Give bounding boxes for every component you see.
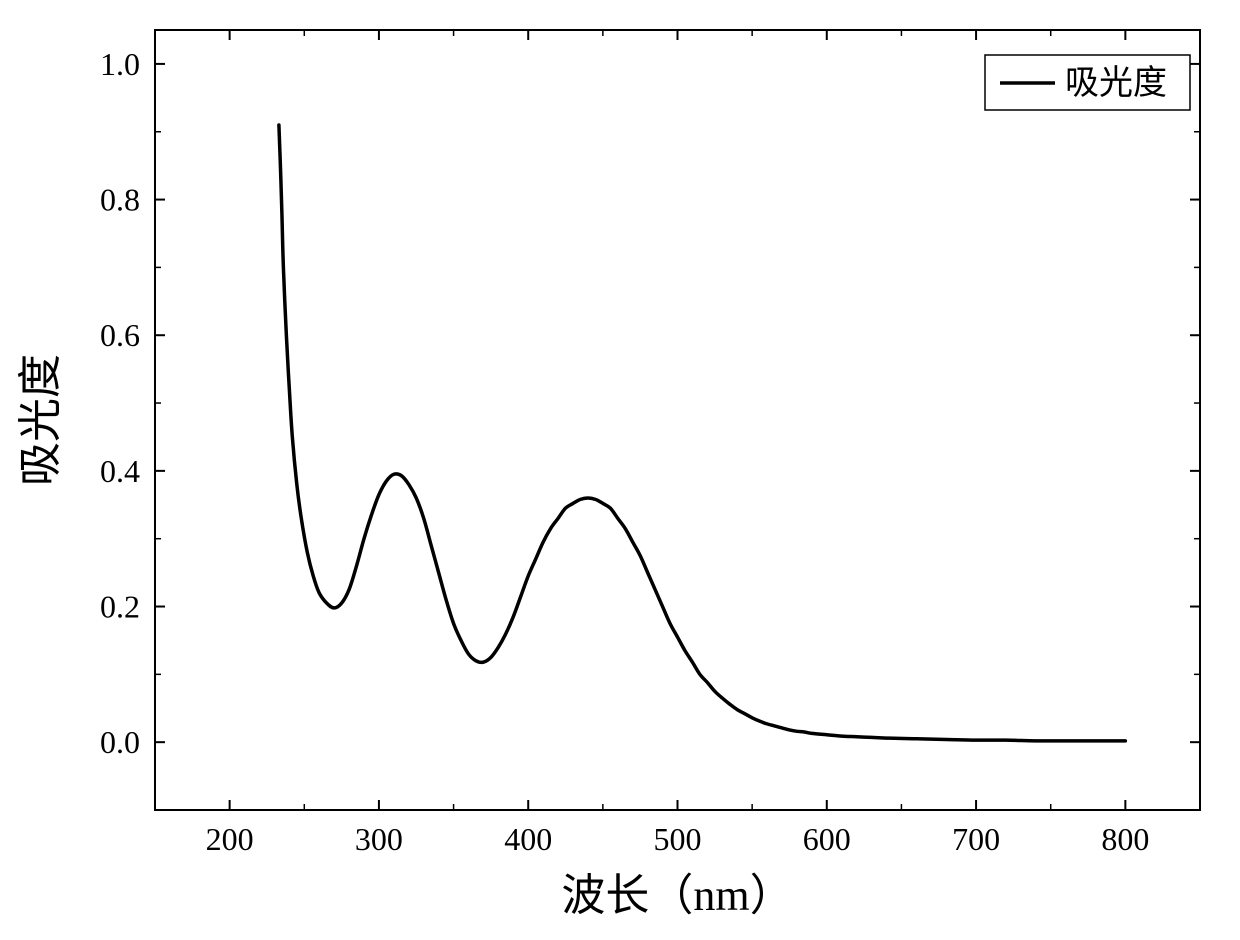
x-tick-label: 200 [206,821,254,857]
plot-border [155,30,1200,810]
y-tick-label: 0.2 [100,589,140,625]
legend-label: 吸光度 [1065,64,1167,102]
x-tick-label: 500 [654,821,702,857]
x-tick-label: 600 [803,821,851,857]
y-tick-label: 0.6 [100,317,140,353]
series-line-0 [279,125,1125,741]
y-tick-label: 1.0 [100,46,140,82]
x-tick-label: 400 [504,821,552,857]
x-tick-label: 800 [1101,821,1149,857]
y-tick-label: 0.0 [100,724,140,760]
x-tick-label: 300 [355,821,403,857]
y-tick-label: 0.8 [100,182,140,218]
x-tick-label: 700 [952,821,1000,857]
chart-svg: 200 300 400 500 600 700 800 波长（nm） 0.0 0.2 0.4 0.6 0… [0,0,1240,940]
y-axis-label: 吸光度 [16,354,65,486]
x-axis-label: 波长（nm） [561,871,793,920]
absorbance-chart: 200 300 400 500 600 700 800 波长（nm） 0.0 0.2 0.4 0.6 0… [0,0,1240,940]
y-tick-label: 0.4 [100,453,140,489]
